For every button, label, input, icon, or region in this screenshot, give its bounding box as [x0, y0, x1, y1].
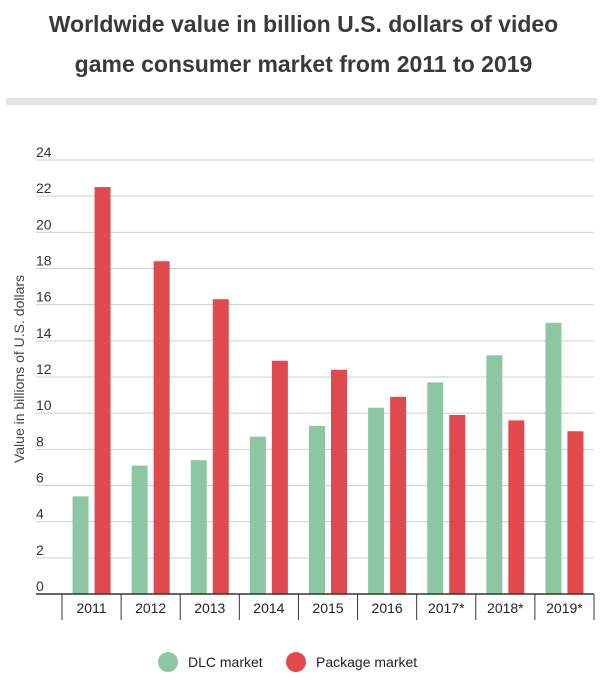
x-tick-label: 2011 [77, 600, 107, 616]
y-tick-label: 16 [36, 289, 52, 305]
bar-dlc-2017 [427, 382, 444, 594]
y-tick-label: 14 [36, 325, 52, 341]
x-tick-label: 2012 [135, 600, 166, 616]
y-tick-label: 0 [36, 578, 44, 594]
bar-package-2017 [449, 414, 466, 594]
chart-title: Worldwide value in billion U.S. dollars … [0, 4, 607, 84]
bar-dlc-2018 [486, 355, 503, 594]
x-tick-label: 2016 [372, 600, 403, 616]
y-tick-label: 18 [36, 253, 52, 269]
chart-title-line-1: Worldwide value in billion U.S. dollars … [48, 11, 559, 37]
x-tick-label: 2014 [253, 600, 284, 616]
y-tick-label: 24 [36, 144, 52, 160]
y-tick-label: 6 [36, 470, 44, 486]
bar-package-2018 [508, 420, 525, 594]
legend-swatch-dlc [158, 652, 178, 672]
legend-item-package: Package market [286, 651, 417, 673]
x-tick-label: 2013 [194, 600, 225, 616]
y-axis-label: Value in billions of U.S. dollars [11, 275, 27, 463]
legend-swatch-package [286, 652, 306, 672]
bar-dlc-2015 [309, 425, 325, 594]
bar-dlc-2011 [72, 496, 89, 594]
bar-dlc-2014 [249, 436, 266, 594]
y-tick-label: 20 [36, 216, 52, 232]
y-tick-label: 22 [36, 180, 52, 196]
bar-package-2015 [331, 369, 347, 594]
x-axis: 2011 2012 2013 2014 2015 2016 2017* 2018* 2019* [36, 593, 595, 620]
chart-title-line-2: game consumer market from 2011 to 2019 [74, 51, 533, 77]
bar-package-2014 [271, 360, 288, 594]
bars [72, 187, 584, 594]
bar-dlc-2013 [190, 460, 207, 594]
bar-package-2016 [390, 396, 407, 594]
y-tick-label: 2 [36, 542, 44, 558]
y-tick-label: 4 [36, 506, 44, 522]
legend: DLC market Package market [0, 651, 607, 673]
x-tick-label: 2015 [312, 600, 343, 616]
y-tick-label: 12 [36, 361, 52, 377]
bar-dlc-2019 [545, 322, 562, 594]
bar-package-2013 [212, 299, 229, 594]
x-tick-label: 2018* [487, 600, 524, 616]
title-divider [6, 98, 597, 105]
bar-dlc-2012 [131, 465, 148, 594]
bar-package-2012 [153, 261, 170, 594]
y-tick-label: 10 [36, 397, 52, 413]
bar-dlc-2016 [368, 407, 385, 594]
y-tick-label: 8 [36, 433, 44, 449]
legend-label-package: Package market [316, 654, 418, 670]
legend-label-dlc: DLC market [188, 654, 263, 670]
bar-package-2011 [94, 187, 111, 594]
legend-item-dlc: DLC market [158, 651, 263, 673]
x-tick-label: 2017* [428, 600, 465, 616]
bar-package-2019 [567, 431, 584, 594]
x-tick-label: 2019* [546, 600, 583, 616]
